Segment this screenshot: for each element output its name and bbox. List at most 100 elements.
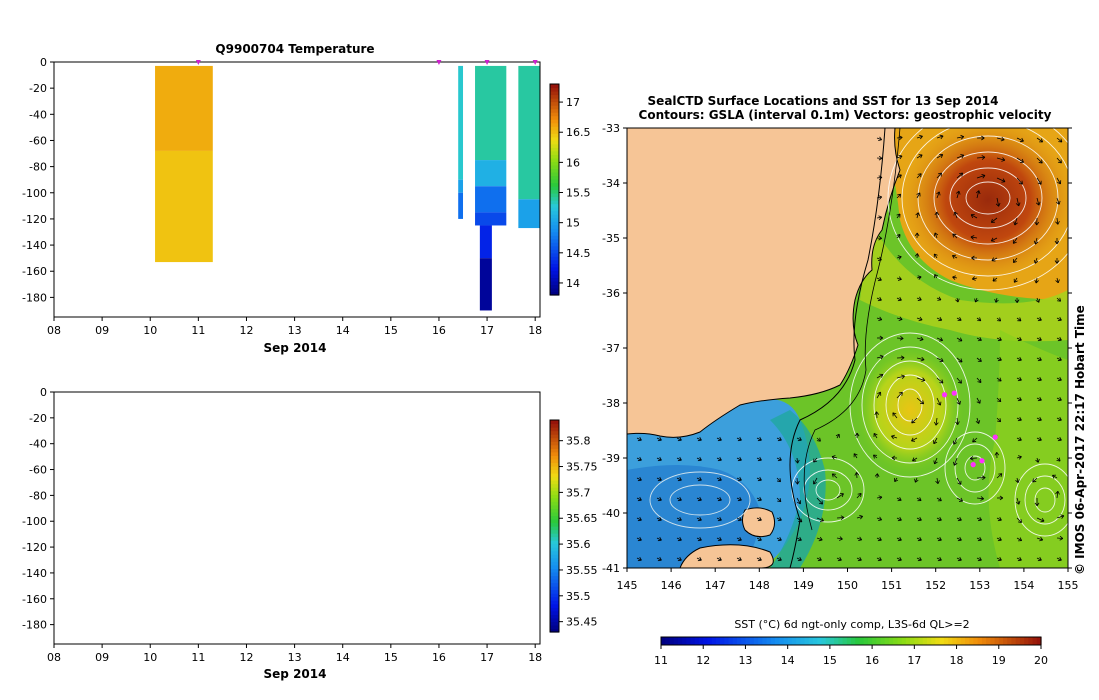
profile-segment: [475, 186, 507, 213]
velocity-vector-head: [657, 536, 662, 542]
x-tick-label: 16: [432, 651, 446, 664]
velocity-vector: [696, 537, 702, 541]
velocity-vector: [936, 317, 942, 321]
colorbar-step: [550, 231, 559, 236]
velocity-vector: [636, 537, 642, 541]
sst-colorbar-step: [1028, 637, 1034, 645]
sst-colorbar-step: [783, 637, 789, 645]
sst-colorbar-tick-label: 18: [950, 654, 964, 667]
colorbar-step: [550, 112, 559, 117]
velocity-vector-head: [757, 516, 762, 522]
sst-colorbar-step: [800, 637, 806, 645]
velocity-vector: [736, 477, 742, 481]
velocity-vector-head: [1033, 240, 1039, 245]
sst-colorbar-step: [952, 637, 958, 645]
velocity-vector: [736, 517, 742, 521]
velocity-vector-head: [992, 277, 997, 282]
gsla-contour: [897, 388, 923, 422]
velocity-vector: [816, 517, 824, 522]
colorbar-step: [550, 185, 559, 191]
gsla-contours: [649, 128, 1068, 568]
velocity-vector: [972, 277, 978, 280]
velocity-vector: [970, 214, 978, 219]
colorbar-step: [550, 154, 559, 159]
colorbar-step: [550, 91, 559, 96]
velocity-vector: [876, 317, 882, 321]
colorbar-step: [550, 628, 559, 633]
velocity-vector: [1036, 137, 1043, 143]
velocity-vector: [756, 457, 762, 461]
colorbar-step: [550, 259, 559, 264]
velocity-vector: [876, 355, 884, 359]
velocity-vector-head: [981, 155, 986, 160]
velocity-vector: [1016, 497, 1020, 505]
sst-colorbar-step: [943, 637, 949, 645]
velocity-vector-head: [997, 377, 1002, 382]
velocity-vector-head: [1017, 455, 1022, 460]
colorbar-step: [550, 575, 559, 580]
velocity-vector: [636, 457, 642, 461]
sst-colorbar-step: [724, 637, 730, 645]
map-subtitle: Contours: GSLA (interval 0.1m) Vectors: …: [639, 108, 1052, 122]
velocity-vector: [933, 437, 938, 444]
geostrophic-vectors: [636, 134, 1065, 562]
velocity-vector-head: [794, 459, 800, 464]
velocity-vector-head: [1017, 519, 1022, 524]
colorbar-step: [550, 589, 559, 594]
sst-colorbar-step: [1011, 637, 1017, 645]
velocity-vector: [736, 457, 742, 461]
velocity-vector: [936, 397, 941, 406]
colorbar-step: [550, 157, 559, 162]
velocity-vector: [954, 211, 958, 219]
velocity-vector-head: [879, 354, 884, 360]
sst-colorbar-step: [665, 637, 671, 645]
velocity-vector: [1016, 537, 1022, 541]
sst-colorbar-tick-label: 17: [907, 654, 921, 667]
velocity-vector-head: [898, 154, 903, 160]
velocity-vector: [952, 276, 958, 279]
sst-colorbar-step: [715, 637, 721, 645]
velocity-vector: [736, 497, 742, 501]
colorbar-step: [550, 494, 559, 499]
velocity-vector-head: [737, 456, 742, 462]
gsla-contour: [873, 360, 947, 450]
australia-mainland: [627, 128, 901, 438]
velocity-vector: [756, 517, 762, 521]
y-tick-label: -60: [29, 134, 47, 147]
velocity-vector: [1013, 237, 1018, 244]
velocity-vector: [676, 457, 682, 461]
velocity-vector-head: [1057, 159, 1062, 164]
colorbar-step: [550, 164, 559, 169]
velocity-vector-head: [920, 356, 925, 362]
sst-colorbar-step: [829, 637, 835, 645]
lat-tick-label: -37: [602, 342, 620, 355]
velocity-vector-head: [818, 536, 823, 542]
y-tick-label: -40: [29, 108, 47, 121]
sst-colorbar-step: [677, 637, 683, 645]
y-tick-label: -120: [22, 213, 47, 226]
velocity-vector: [1056, 197, 1060, 205]
sst-colorbar-step: [732, 637, 738, 645]
velocity-vector: [1036, 297, 1040, 303]
velocity-vector-head: [878, 175, 883, 181]
colorbar-step: [550, 596, 559, 601]
velocity-vector: [1034, 257, 1038, 264]
colorbar-step: [550, 252, 559, 257]
sst-colorbar-step: [842, 637, 848, 645]
velocity-vector-head: [831, 455, 836, 460]
velocity-vector-head: [812, 480, 817, 485]
sst-colorbar-step: [889, 637, 894, 645]
colorbar-step: [550, 94, 559, 99]
colorbar-tick-label: 35.45: [566, 616, 598, 629]
lat-tick-label: -38: [602, 397, 620, 410]
x-tick-label: 09: [95, 324, 109, 337]
colorbar-step: [550, 108, 559, 113]
x-tick-label: 13: [288, 651, 302, 664]
sst-colorbar-step: [1019, 637, 1025, 645]
sst-colorbar-step: [770, 637, 776, 645]
sst-colorbar-step: [694, 637, 700, 645]
velocity-vector-head: [1039, 138, 1044, 143]
velocity-vector: [896, 155, 903, 159]
colorbar-tick-label: 14.5: [566, 247, 591, 260]
velocity-vector: [776, 517, 782, 521]
